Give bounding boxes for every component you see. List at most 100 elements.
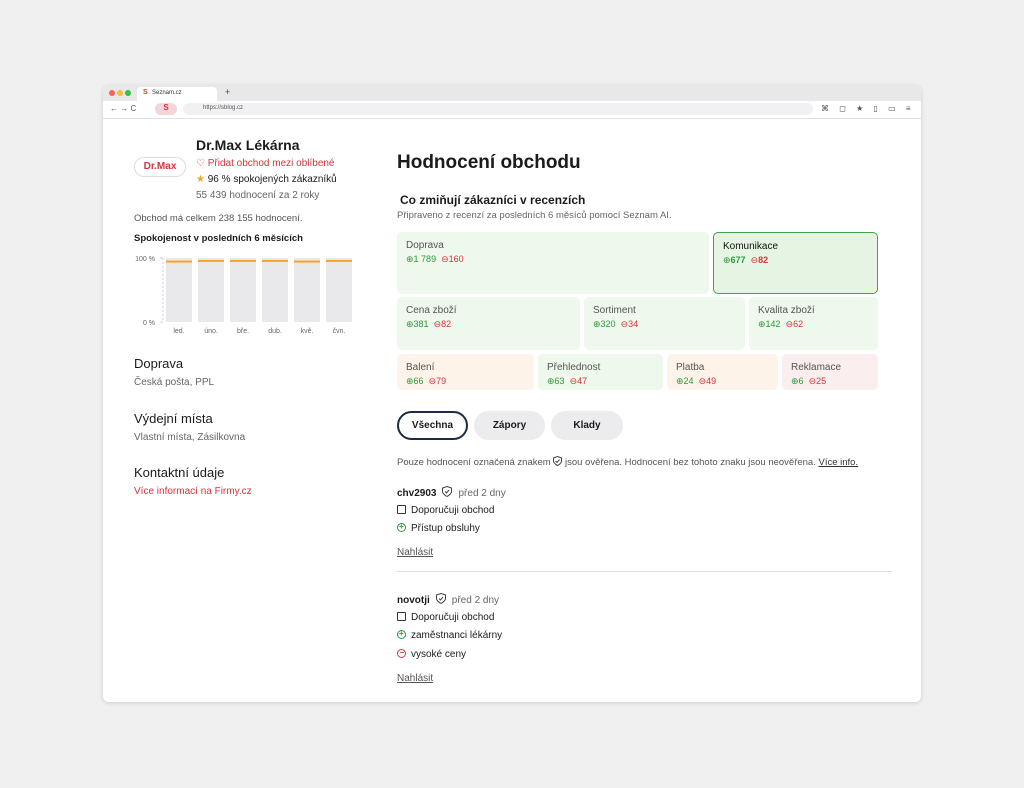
topic-counts: ⊕6 ⊖25 [791,376,826,387]
x-tick-label: čvn. [333,328,346,335]
x-tick-label: úno. [204,328,218,335]
tab-title: Seznam.cz [152,90,182,96]
pro: + Přístup obsluhy [397,522,480,534]
topic-tile[interactable]: Komunikace ⊕677 ⊖82 [713,232,878,294]
minus-icon: ⊖ [428,376,437,386]
satisfaction-chart: 100 % 0 % led. úno. bře. dub. kvě. čvn. [135,256,352,335]
filter-button[interactable]: Zápory [474,411,545,440]
tab[interactable]: S Seznam.cz [137,87,217,101]
browser-window: S Seznam.cz + ← → C S https://sblog.cz ⌘… [103,85,921,702]
home-button[interactable]: S [155,103,177,115]
plus-icon: ⊕ [593,319,601,329]
topic-name: Balení [406,362,435,373]
topic-tile[interactable]: Reklamace ⊕6 ⊖25 [782,354,878,390]
report-link[interactable]: Nahlásit [397,673,434,684]
review-time: před 2 dny [458,488,506,499]
topic-counts: ⊕142 ⊖62 [758,319,803,330]
plus-icon: ⊕ [723,255,731,265]
con-icon: − [397,648,406,658]
reviews-count: 55 439 hodnocení za 2 roky [196,190,320,201]
negative-count: 47 [577,376,588,386]
y-tick-label: 0 % [143,320,155,327]
topic-tile[interactable]: Balení ⊕66 ⊖79 [397,354,534,390]
recommend-text: Doporučuji obchod [411,612,495,623]
verify-link[interactable]: Více info. [818,457,859,468]
topic-counts: ⊕320 ⊖34 [593,319,638,330]
negative-count: 160 [448,254,464,264]
verified-icon [442,485,453,500]
minus-icon: ⊖ [441,254,449,264]
zoom-dot[interactable] [125,90,131,96]
ai-note-text: Připraveno z recenzí za posledních 6 měs… [397,210,669,221]
topic-tile[interactable]: Platba ⊕24 ⊖49 [667,354,778,390]
plus-icon: ⊕ [406,254,414,264]
topic-name: Reklamace [791,362,842,373]
x-tick-label: led. [173,328,184,335]
topic-name: Sortiment [593,305,636,316]
report-link[interactable]: Nahlásit [397,547,434,558]
topic-counts: ⊕24 ⊖49 [676,376,716,387]
favorite-link[interactable]: ♡ Přidat obchod mezi oblíbené [196,158,335,169]
positive-count: 63 [554,376,565,386]
favorite-text[interactable]: Přidat obchod mezi oblíbené [207,158,335,169]
topic-counts: ⊕63 ⊖47 [547,376,587,387]
plus-icon: ⊕ [676,376,684,386]
positive-count: 320 [600,319,616,329]
plus-icon: ⊕ [547,376,555,386]
positive-count: 1 789 [413,254,437,264]
topic-tile[interactable]: Doprava ⊕1 789 ⊖160 [397,232,709,294]
toolbar-icons[interactable]: ⌘ ◻ ★ ▯ ▭ ≡ [821,104,915,113]
topic-tile[interactable]: Kvalita zboží ⊕142 ⊖62 [749,297,878,350]
review-header: novotji před 2 dny [397,592,499,607]
positive-count: 66 [413,376,424,386]
section-text[interactable]: Více informací na Firmy.cz [134,486,252,497]
negative-count: 82 [441,319,452,329]
thumb-icon [397,612,406,621]
minus-icon: ⊖ [569,376,578,386]
thumb-icon [397,505,406,514]
topic-tile[interactable]: Cena zboží ⊕381 ⊖82 [397,297,580,350]
negative-count: 82 [758,255,769,265]
con-text: vysoké ceny [411,649,467,660]
filter-button[interactable]: Všechna [397,411,468,440]
topic-tile[interactable]: Přehlednost ⊕63 ⊖47 [538,354,663,390]
close-dot[interactable] [109,90,115,96]
negative-count: 62 [793,319,804,329]
topic-tile[interactable]: Sortiment ⊕320 ⊖34 [584,297,745,350]
minus-icon: ⊖ [620,319,629,329]
bar-cap [326,259,352,262]
pro-text: Přístup obsluhy [411,523,480,534]
url-field[interactable]: https://sblog.cz [183,103,813,115]
recommend: Doporučuji obchod [397,505,494,516]
section-title: Doprava [134,356,184,371]
plus-icon: ⊕ [791,376,799,386]
positive-count: 381 [413,319,429,329]
shop-logo: Dr.Max [134,157,186,177]
bar-bg [198,258,224,322]
minus-icon: ⊖ [698,376,707,386]
negative-count: 25 [816,376,827,386]
tab-bar: S Seznam.cz + [103,85,921,101]
topic-name: Doprava [406,240,444,251]
section-text: Vlastní místa, Zásilkovna [134,432,246,443]
bar-cap [230,259,256,262]
recommend-text: Doporučuji obchod [411,505,495,516]
minimize-dot[interactable] [117,90,123,96]
new-tab[interactable]: + [225,87,231,97]
filter-button[interactable]: Klady [551,411,623,440]
pro-icon: + [397,629,406,639]
x-tick-label: dub. [268,328,282,335]
section-title: Výdejní místa [134,411,213,426]
verify-before: Pouze hodnocení označená znakem [397,457,551,468]
ai-note: Připraveno z recenzí za posledních 6 měs… [397,210,672,221]
bar-bg [326,258,352,322]
pro: + zaměstnanci lékárny [397,629,503,641]
negative-count: 34 [628,319,639,329]
verify-note: Pouze hodnocení označená znakem jsou ově… [397,455,859,468]
pro-text: zaměstnanci lékárny [411,630,503,641]
plus-icon: ⊕ [406,319,414,329]
nav-buttons[interactable]: ← → C [110,104,137,113]
shop-name: Dr.Max Lékárna [196,137,300,153]
